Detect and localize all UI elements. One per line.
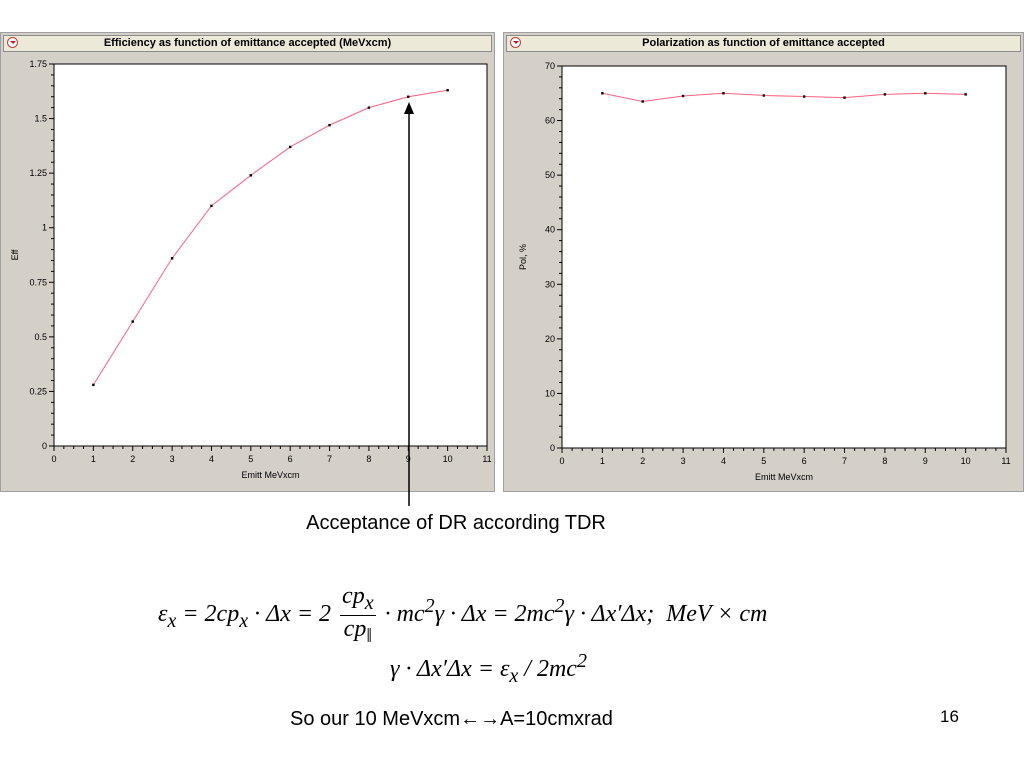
x-tick-label: 9 <box>923 456 928 466</box>
y-tick-label: 1 <box>42 223 47 233</box>
data-point <box>883 93 887 96</box>
data-point <box>407 95 410 98</box>
x-tick-label: 2 <box>640 456 645 466</box>
series-line <box>602 92 966 102</box>
x-tick-label: 1 <box>600 456 605 466</box>
polarization-chart-panel: Polarization as function of emittance ac… <box>503 32 1024 492</box>
y-tick-label: 0.5 <box>34 332 47 342</box>
x-tick-label: 0 <box>559 456 564 466</box>
data-point <box>964 93 967 96</box>
y-tick-label: 20 <box>545 334 555 344</box>
x-tick-label: 8 <box>882 456 887 466</box>
x-tick-label: 10 <box>961 456 971 466</box>
arrow-head <box>404 102 414 114</box>
y-tick-label: 60 <box>545 116 555 126</box>
x-tick-label: 7 <box>842 456 847 466</box>
plot-area <box>53 63 488 447</box>
data-point <box>249 174 253 177</box>
efficiency-chart: 0123456789101100.250.50.7511.251.51.75Em… <box>10 59 492 480</box>
y-tick-label: 1.25 <box>29 168 47 178</box>
page-number: 16 <box>940 707 959 726</box>
x-tick-label: 1 <box>91 454 96 464</box>
x-tick-label: 4 <box>721 456 726 466</box>
y-axis-label: Eff <box>10 249 20 260</box>
data-point <box>131 320 134 323</box>
note-prefix: So our 10 MeVxcm <box>290 708 461 730</box>
y-tick-label: 0 <box>550 443 555 453</box>
x-tick-label: 10 <box>443 454 453 464</box>
x-tick-label: 5 <box>761 456 766 466</box>
data-point <box>288 145 292 149</box>
polarization-chart-title-bar: Polarization as function of emittance ac… <box>506 35 1021 52</box>
efficiency-chart-title-bar: Efficiency as function of emittance acce… <box>3 35 492 52</box>
y-tick-label: 0 <box>42 441 47 451</box>
data-point <box>601 92 604 95</box>
efficiency-chart-title: Efficiency as function of emittance acce… <box>103 37 392 49</box>
data-point <box>843 96 846 99</box>
y-tick-label: 10 <box>545 388 555 398</box>
data-point <box>367 106 371 109</box>
x-tick-label: 4 <box>209 454 214 464</box>
data-point <box>802 95 806 98</box>
efficiency-chart-panel: Efficiency as function of emittance acce… <box>0 32 495 492</box>
dropdown-menu-icon[interactable] <box>510 37 521 48</box>
series-line <box>92 89 448 386</box>
polarization-chart-title: Polarization as function of emittance ac… <box>642 37 885 49</box>
dropdown-menu-icon[interactable] <box>7 37 18 48</box>
double-arrow-icon: ←→ <box>460 708 501 730</box>
note-suffix: A=10cmxrad <box>500 708 613 730</box>
x-tick-label: 11 <box>1001 456 1010 466</box>
data-point <box>170 257 174 260</box>
data-point <box>762 94 766 97</box>
data-point <box>681 94 685 98</box>
y-tick-label: 0.75 <box>29 277 47 287</box>
data-point <box>210 204 213 208</box>
data-point <box>446 88 449 92</box>
x-tick-label: 5 <box>248 454 253 464</box>
data-point <box>641 100 644 103</box>
data-point <box>924 92 927 95</box>
x-axis-label: Emitt MeVxcm <box>755 472 813 482</box>
data-point <box>328 123 331 127</box>
y-tick-label: 70 <box>545 61 555 71</box>
y-tick-label: 30 <box>545 279 555 289</box>
data-point <box>92 383 95 387</box>
x-tick-label: 6 <box>288 454 293 464</box>
y-axis-label: Pol, % <box>518 244 528 270</box>
emittance-formula: εx = 2cpx · Δx = 2 cpx cp‖ · mc2γ · Δx = … <box>158 583 768 647</box>
x-tick-label: 7 <box>327 454 332 464</box>
x-tick-label: 3 <box>681 456 686 466</box>
x-tick-label: 6 <box>802 456 807 466</box>
x-tick-label: 2 <box>130 454 135 464</box>
polarization-chart: 0 1 2 3 4 5 6 7 8 9 10 11 0 10 20 30 40 50 60 70 Emitt MeVxc… <box>518 61 1011 482</box>
x-axis-label: Emitt MeVxcm <box>241 470 299 480</box>
y-tick-label: 1.75 <box>29 59 47 69</box>
normalized-emittance-formula: γ · Δx′Δx = εx / 2mc2 <box>390 650 587 687</box>
y-tick-label: 50 <box>545 170 555 180</box>
x-tick-label: 3 <box>170 454 175 464</box>
dr-acceptance-caption: Acceptance of DR according TDR <box>306 512 606 534</box>
conclusion-note: So our 10 MeVxcm←→A=10cmxrad <box>290 708 613 731</box>
x-tick-label: 0 <box>51 454 56 464</box>
y-tick-label: 1.5 <box>34 114 47 124</box>
y-tick-label: 0.25 <box>29 386 47 396</box>
x-tick-label: 11 <box>482 454 491 464</box>
data-point <box>722 92 725 95</box>
x-tick-label: 8 <box>366 454 371 464</box>
y-tick-label: 40 <box>545 225 555 235</box>
